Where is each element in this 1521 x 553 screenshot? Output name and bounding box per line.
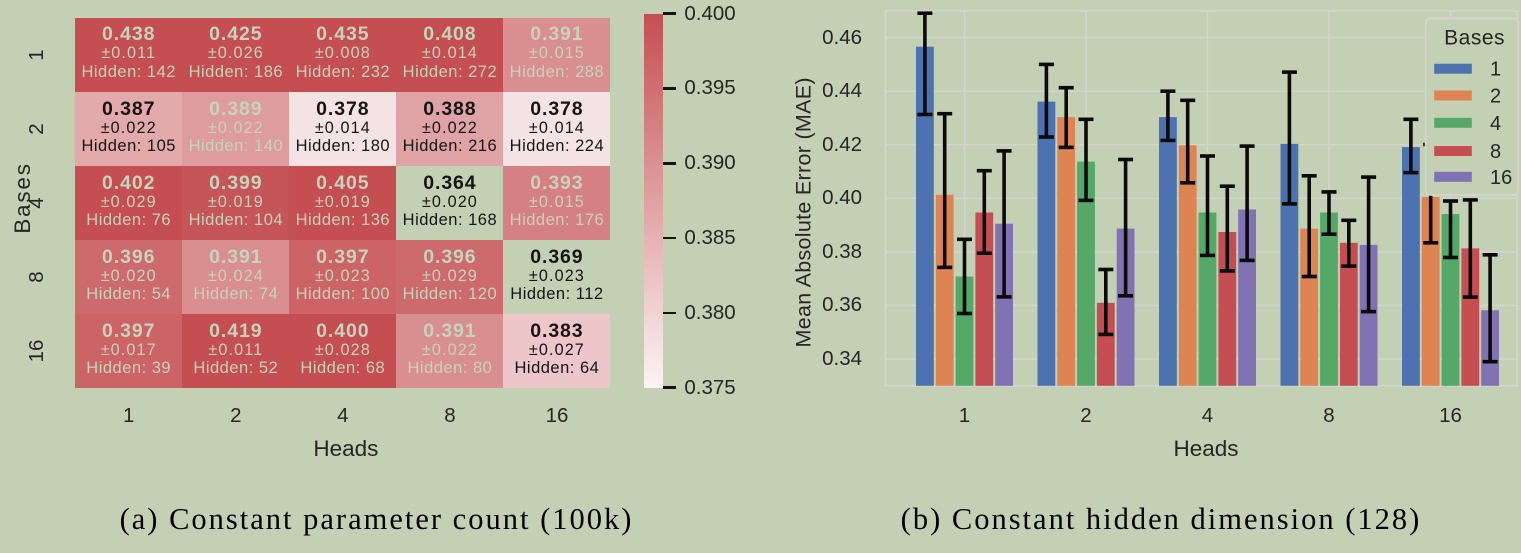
svg-text:2: 2 bbox=[1490, 86, 1501, 108]
svg-text:16: 16 bbox=[1490, 167, 1512, 189]
svg-text:Bases: Bases bbox=[1444, 27, 1505, 50]
svg-text:4: 4 bbox=[1490, 113, 1501, 135]
svg-text:1: 1 bbox=[1490, 59, 1501, 81]
svg-text:8: 8 bbox=[1490, 141, 1501, 163]
